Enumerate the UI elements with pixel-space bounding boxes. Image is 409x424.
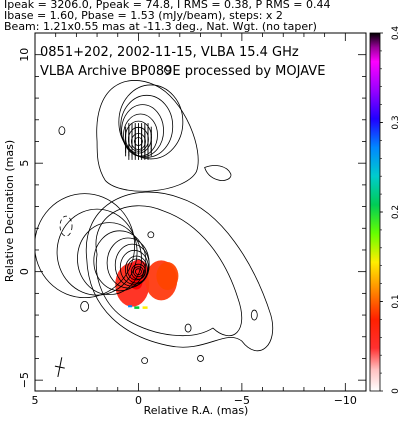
north-east-contour: [204, 165, 232, 181]
x-tick-label: 5: [32, 394, 39, 407]
core-outer-contour-1: [95, 205, 243, 337]
core-contour-4: [124, 255, 148, 284]
plot-layer: [35, 65, 273, 378]
colorbar-tick-label: 0: [391, 388, 401, 394]
north-outer-contour: [96, 80, 199, 192]
core-outer-contour-2: [85, 191, 273, 352]
colorbar-tick-label: 0.2: [391, 205, 401, 219]
y-tick-label: 0: [18, 268, 31, 275]
colorbar-tick-label: 0.4: [391, 26, 401, 41]
core-contour-10: [56, 208, 138, 296]
small-contour-2: [147, 231, 155, 239]
negative-contour: [59, 215, 73, 237]
core-contour-1: [133, 266, 144, 278]
core-contour-9: [77, 222, 142, 296]
core-contour-8: [93, 230, 147, 292]
plot-frame: [34, 32, 367, 392]
header-line-1: Ipeak = 3206.0, Ppeak = 74.8, I RMS = 0.…: [4, 0, 331, 11]
small-contour-1: [163, 65, 171, 74]
header-line-2: Ibase = 1.60, Pbase = 1.53 (mJy/beam), s…: [4, 9, 283, 22]
colorbar: [369, 32, 381, 392]
x-tick-label: −5: [234, 394, 250, 407]
colorbar-tick-label: 0.1: [391, 294, 401, 308]
x-axis-label: Relative R.A. (mas): [144, 404, 249, 417]
small-contour-3: [80, 300, 90, 312]
y-axis-label: Relative Decination (mas): [3, 140, 16, 282]
polarization-fill-blue: [128, 305, 133, 308]
small-contour-4: [197, 355, 204, 362]
annotation-line-1: 0851+202, 2002-11-15, VLBA 15.4 GHz: [40, 45, 299, 60]
y-tick-label: 5: [18, 160, 31, 167]
core-contour-11: [35, 193, 136, 299]
polarization-fill-2: [156, 262, 179, 291]
x-tick-label: −10: [334, 394, 357, 407]
annotation-line-2: VLBA Archive BP089E processed by MOJAVE: [40, 64, 325, 79]
colorbar-ticks: 0 0.1 0.2 0.3 0.4: [380, 26, 401, 394]
north-contour-4: [123, 113, 158, 157]
north-contour-6: [120, 94, 174, 158]
beam-minor-axis: [54, 365, 65, 369]
small-contour-7: [250, 309, 258, 321]
polarization-fill-green: [134, 306, 140, 309]
y-tick-label: −5: [18, 372, 31, 388]
north-contour-7: [118, 84, 184, 160]
small-contour-6: [184, 323, 192, 333]
x-tick-label: 0: [135, 394, 142, 407]
header-line-3: Beam: 1.21x0.55 mas at -11.3 deg., Nat. …: [4, 20, 317, 33]
small-contour-0: [58, 126, 66, 136]
colorbar-tick-label: 0.3: [391, 115, 401, 129]
axes-layer: 5 0 −5 −10 −5 0 5 10: [18, 32, 367, 407]
polarization-fill-yellow: [142, 306, 148, 309]
small-contour-5: [141, 357, 149, 365]
y-tick-label: 10: [18, 48, 31, 62]
